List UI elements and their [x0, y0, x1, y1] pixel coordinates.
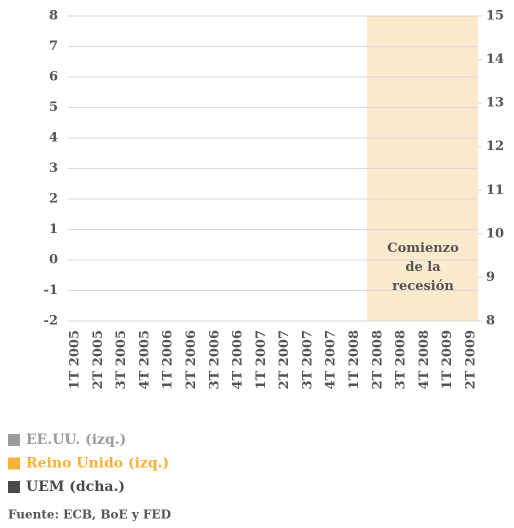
x-tick-label: 1T 2009 [440, 330, 455, 389]
x-tick-label: 1T 2005 [68, 330, 83, 389]
x-tick-label: 2T 2009 [464, 330, 479, 389]
y2-tick-label: 11 [486, 183, 504, 198]
x-tick-label: 2T 2007 [277, 330, 292, 389]
y2-tick-label: 13 [486, 96, 504, 111]
y-tick-label: 2 [49, 192, 58, 207]
legend-label: Reino Unido (izq.) [26, 456, 169, 472]
y2-tick-label: 8 [486, 314, 495, 329]
x-tick-label: 2T 2008 [370, 330, 385, 389]
x-tick-label: 3T 2005 [114, 330, 129, 389]
y-tick-label: 4 [49, 131, 58, 146]
y-tick-label: 1 [49, 222, 58, 237]
x-tick-label: 1T 2007 [254, 330, 269, 389]
source: Fuente: ECB, BoE y FED [8, 508, 171, 522]
x-tick-label: 2T 2005 [91, 330, 106, 389]
annotation-line: recesión [392, 279, 454, 294]
annotation-line: de la [405, 260, 441, 275]
legend-label: EE.UU. (izq.) [26, 432, 126, 448]
x-tick-label: 3T 2006 [207, 330, 222, 389]
x-tick-label: 3T 2007 [300, 330, 315, 389]
y-tick-label: 6 [49, 70, 58, 85]
x-tick-label: 3T 2008 [394, 330, 409, 389]
y-tick-label: 7 [49, 39, 58, 54]
y2-tick-label: 9 [486, 270, 495, 285]
y-tick-label: -2 [44, 314, 58, 329]
y2-tick-label: 12 [486, 139, 504, 154]
x-tick-label: 4T 2005 [137, 330, 152, 389]
x-tick-label: 1T 2008 [347, 330, 362, 389]
x-tick-label: 2T 2006 [184, 330, 199, 389]
legend-swatch [8, 457, 20, 470]
legend-label: UEM (dcha.) [26, 479, 125, 495]
legend-swatch [8, 434, 20, 446]
legend-swatch [8, 481, 20, 493]
y-tick-label: 5 [49, 100, 58, 115]
y-tick-label: 3 [49, 161, 58, 176]
x-tick-label: 4T 2008 [417, 330, 432, 389]
y2-tick-label: 10 [486, 226, 504, 241]
y-tick-label: 8 [49, 9, 58, 24]
y2-tick-label: 14 [486, 52, 504, 67]
y-tick-label: 0 [49, 253, 58, 268]
y2-tick-label: 15 [486, 9, 504, 24]
x-tick-label: 1T 2006 [161, 330, 176, 389]
annotation-line: Comienzo [387, 241, 459, 256]
x-tick-label: 4T 2006 [231, 330, 246, 389]
y-tick-label: -1 [44, 283, 58, 298]
annotation: Comienzo de la recesión [387, 241, 459, 294]
x-tick-label: 4T 2007 [324, 330, 339, 389]
